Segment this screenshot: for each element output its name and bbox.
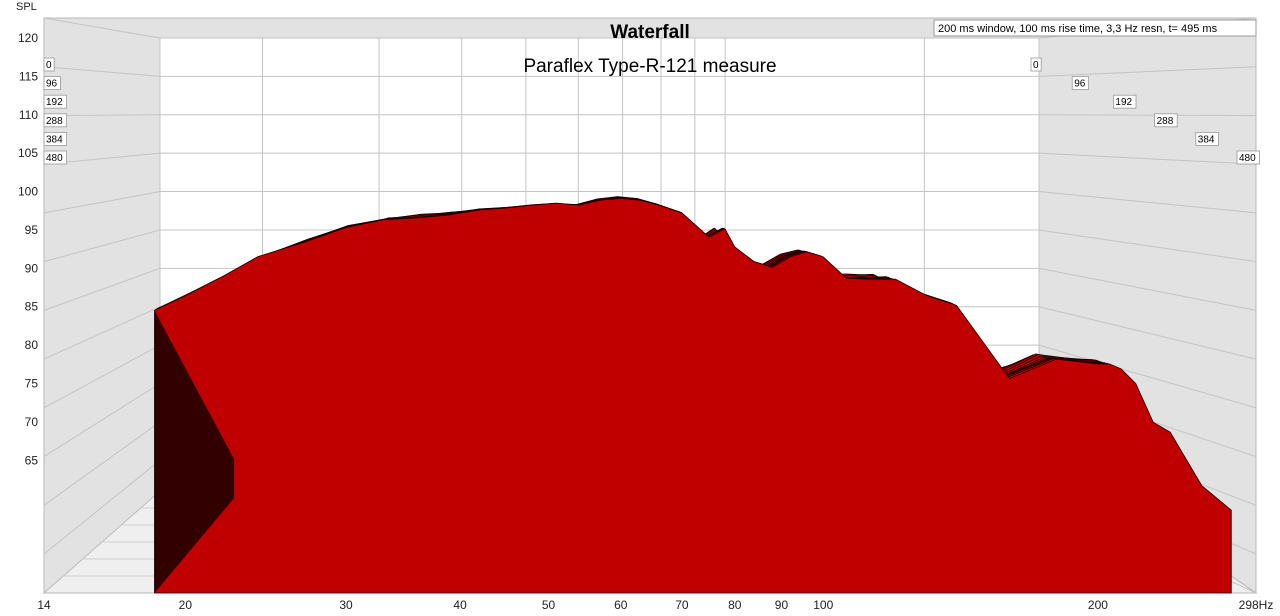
y-axis-ticks: 120 115 110 105 100 95 90 85 80 75 70 65 <box>18 31 38 467</box>
time-label-left: 288 <box>46 116 63 127</box>
x-tick-label: 40 <box>453 598 467 612</box>
time-label-left: 0 <box>46 60 52 71</box>
x-axis-ticks: 14 20 30 40 50 60 70 80 90 100 200 298Hz <box>37 598 1273 612</box>
time-label-right: 480 <box>1239 153 1256 164</box>
time-label-box <box>43 113 68 128</box>
y-tick-label: 105 <box>18 146 38 160</box>
chart-title: Waterfall <box>610 22 690 43</box>
info-text: 200 ms window, 100 ms rise time, 3,3 Hz … <box>938 23 1218 35</box>
x-tick-label: 100 <box>813 598 833 612</box>
y-axis-unit-label: SPL <box>16 1 37 13</box>
time-label-left: 480 <box>46 153 63 164</box>
time-label-left: 192 <box>46 97 63 108</box>
time-label-left: 96 <box>46 79 58 90</box>
time-label-box <box>1195 131 1219 146</box>
y-tick-label: 70 <box>25 415 39 429</box>
time-label-box <box>43 76 61 90</box>
x-tick-label: 14 <box>37 598 51 612</box>
y-tick-label: 75 <box>25 377 39 391</box>
time-label-box <box>43 94 68 109</box>
time-label-box <box>1071 76 1089 90</box>
x-tick-label: 60 <box>614 598 628 612</box>
time-label-right: 0 <box>1033 60 1039 71</box>
waterfall-side-wall <box>154 310 235 593</box>
time-label-right: 192 <box>1115 97 1132 108</box>
x-tick-label: 298Hz <box>1239 598 1274 612</box>
x-tick-label: 50 <box>542 598 556 612</box>
y-tick-label: 90 <box>25 261 39 275</box>
time-label-box <box>43 131 68 146</box>
waterfall-slice <box>154 197 1232 594</box>
time-labels-left: 0 96 192 288 384 480 <box>43 57 68 165</box>
x-tick-label: 20 <box>179 598 193 612</box>
y-tick-label: 100 <box>18 185 38 199</box>
y-tick-label: 85 <box>25 300 39 314</box>
y-tick-label: 120 <box>18 31 38 45</box>
y-tick-label: 115 <box>19 69 38 83</box>
time-label-box <box>1236 150 1261 165</box>
x-tick-label: 70 <box>675 598 689 612</box>
y-tick-label: 95 <box>25 223 39 237</box>
waterfall-slices <box>154 196 1232 594</box>
time-label-right: 96 <box>1074 79 1086 90</box>
time-label-box <box>43 150 68 165</box>
time-label-box <box>1113 94 1137 109</box>
x-tick-label: 200 <box>1088 598 1108 612</box>
time-label-right: 288 <box>1157 116 1174 127</box>
time-label-box <box>1030 57 1042 72</box>
y-tick-label: 65 <box>25 453 39 467</box>
time-labels-right: 0 96 192 288 384 480 <box>1030 57 1261 165</box>
y-tick-label: 80 <box>25 338 39 352</box>
y-tick-label: 110 <box>19 108 38 122</box>
info-box <box>933 19 1257 37</box>
chart-subtitle: Paraflex Type-R-121 measure <box>523 56 776 77</box>
time-label-right: 384 <box>1198 134 1215 145</box>
time-label-box <box>1154 113 1178 128</box>
x-tick-label: 30 <box>339 598 353 612</box>
x-tick-label: 80 <box>728 598 742 612</box>
time-label-left: 384 <box>46 134 63 145</box>
time-label-box <box>43 57 55 72</box>
x-tick-label: 90 <box>775 598 789 612</box>
